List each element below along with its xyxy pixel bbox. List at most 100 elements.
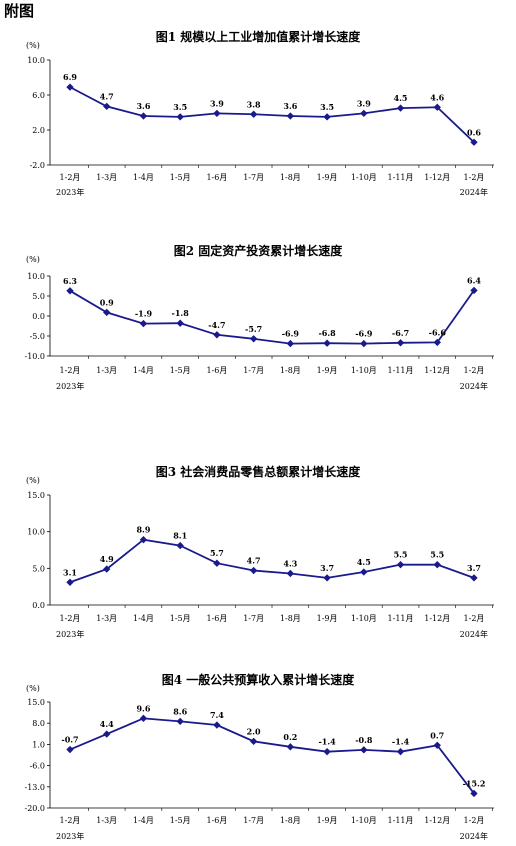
- y-tick-label: 15.0: [27, 698, 45, 707]
- y-tick-label: 2.0: [32, 126, 45, 135]
- data-point: [286, 569, 295, 578]
- data-label: 4.9: [100, 554, 114, 564]
- data-label: -1.8: [172, 308, 190, 318]
- data-label: -4.7: [208, 320, 225, 330]
- x-tick-label: 1-10月: [351, 614, 377, 623]
- x-tick-label: 1-8月: [280, 173, 301, 182]
- x-tick-label: 1-8月: [280, 614, 301, 623]
- data-point: [213, 559, 221, 567]
- data-point: [323, 339, 331, 347]
- data-label: 3.7: [320, 563, 334, 573]
- series-line: [69, 86, 475, 143]
- x-tick-label: 1-3月: [96, 816, 117, 825]
- data-label: 5.5: [430, 550, 444, 560]
- data-point: [396, 560, 405, 569]
- data-point: [433, 741, 441, 749]
- data-point: [286, 339, 295, 348]
- data-label: 8.9: [136, 525, 150, 535]
- data-point: [396, 104, 405, 112]
- data-label: 4.7: [247, 556, 261, 566]
- data-label: -6.8: [318, 328, 336, 338]
- data-point: [433, 560, 441, 569]
- data-point: [176, 541, 184, 550]
- x-tick-label: 1-9月: [317, 173, 338, 182]
- data-label: 4.5: [357, 557, 371, 567]
- y-tick-label: 10.0: [27, 272, 45, 281]
- x-tick-label: 1-5月: [170, 366, 191, 375]
- x-tick-label: 1-10月: [351, 816, 377, 825]
- data-label: 7.4: [210, 710, 224, 720]
- data-label: 6.9: [63, 72, 77, 82]
- data-label: -6.7: [392, 328, 409, 338]
- data-point: [286, 743, 295, 751]
- data-point: [323, 747, 331, 756]
- x-tick-label: 1-12月: [424, 173, 450, 182]
- x-tick-label: 1-4月: [133, 366, 154, 375]
- x-tick-label: 1-4月: [133, 816, 154, 825]
- data-label: 4.6: [430, 92, 444, 102]
- data-label: 4.7: [100, 91, 114, 101]
- data-label: 3.5: [320, 102, 334, 112]
- x-tick-label: 1-5月: [170, 173, 191, 182]
- x-tick-label: 1-3月: [96, 173, 117, 182]
- data-label: 0.2: [283, 732, 297, 742]
- x-tick-label: 1-10月: [351, 173, 377, 182]
- data-point: [360, 568, 368, 576]
- x-tick-label: 1-2月: [464, 173, 485, 182]
- chart-retail-sales: 图3 社会消费品零售总额累计增长速度 (%) 15.0 10.0 5.0 0.0 1-2月 1…: [26, 464, 494, 639]
- y-axis-unit: (%): [26, 41, 40, 50]
- data-label: 6.4: [467, 275, 481, 285]
- data-point: [213, 331, 221, 339]
- x-tick-label: 1-9月: [317, 366, 338, 375]
- chart-title: 图3 社会消费品零售总额累计增长速度: [156, 464, 362, 479]
- data-point: [176, 319, 184, 327]
- data-point: [103, 102, 111, 111]
- year-label-end: 2024年: [460, 187, 488, 197]
- data-label: 0.6: [467, 127, 481, 137]
- data-label: 4.4: [100, 719, 114, 729]
- data-point: [470, 789, 478, 798]
- data-label: -6.9: [355, 329, 373, 339]
- y-tick-label: 5.0: [32, 292, 45, 301]
- x-tick-label: 1-9月: [317, 614, 338, 623]
- chart-title: 图4 一般公共预算收入累计增长速度: [162, 672, 356, 687]
- data-point: [66, 745, 74, 754]
- y-axis-unit: (%): [26, 255, 40, 264]
- y-tick-label: -13.0: [24, 783, 45, 792]
- chart-title: 图2 固定资产投资累计增长速度: [174, 243, 344, 258]
- data-label: 9.6: [136, 703, 150, 713]
- data-point: [323, 113, 331, 121]
- data-label: 3.9: [357, 98, 371, 108]
- chart-fixed-asset-investment: 图2 固定资产投资累计增长速度 (%) 10.0 5.0 0.0 -5.0 -10.0 1-2…: [24, 243, 494, 391]
- y-axis-unit: (%): [26, 684, 40, 693]
- data-label: -0.8: [355, 735, 373, 745]
- x-tick-label: 1-12月: [424, 816, 450, 825]
- data-point: [470, 138, 478, 146]
- year-label-end: 2024年: [460, 629, 488, 639]
- y-tick-label: 6.0: [32, 91, 45, 100]
- chart-public-budget-revenue: 图4 一般公共预算收入累计增长速度 (%) 15.0 8.0 1.0 -6.0 -13.0 -…: [24, 672, 494, 841]
- data-point: [66, 578, 74, 586]
- series-line: [69, 289, 475, 345]
- x-tick-label: 1-5月: [170, 816, 191, 825]
- data-label: 0.7: [430, 730, 444, 740]
- data-point: [103, 730, 111, 738]
- data-label: 3.6: [136, 101, 150, 111]
- x-tick-label: 1-2月: [60, 614, 81, 623]
- x-tick-label: 1-10月: [351, 366, 377, 375]
- x-tick-label: 1-6月: [206, 173, 227, 182]
- y-tick-label: 1.0: [32, 740, 45, 749]
- year-label-start: 2023年: [56, 831, 84, 841]
- data-label: 3.7: [467, 563, 481, 573]
- data-point: [360, 746, 368, 754]
- data-label: 3.6: [283, 101, 297, 111]
- data-point: [213, 721, 221, 729]
- data-label: -1.4: [318, 737, 336, 747]
- x-tick-label: 1-7月: [243, 173, 264, 182]
- data-label: 2.0: [247, 726, 261, 736]
- data-point: [176, 717, 184, 726]
- data-point: [249, 566, 258, 575]
- x-tick-label: 1-9月: [317, 816, 338, 825]
- y-tick-label: -10.0: [24, 352, 45, 361]
- data-point: [249, 335, 258, 343]
